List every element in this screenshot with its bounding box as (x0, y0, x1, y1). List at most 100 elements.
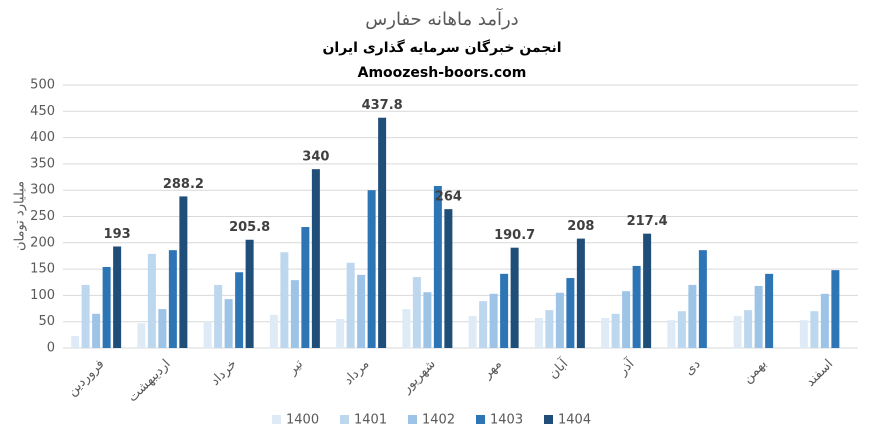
y-tick-label: 250 (30, 209, 55, 224)
bar (534, 318, 543, 348)
x-tick-label: آذر (614, 354, 639, 379)
x-tick-label: آبان (544, 354, 572, 382)
chart-source: Amoozesh-boors.com (358, 65, 527, 81)
bar (81, 284, 90, 348)
bar (643, 233, 652, 348)
legend-swatch (340, 415, 349, 424)
data-label: 217.4 (627, 214, 668, 229)
bar (92, 313, 101, 348)
bar (280, 252, 289, 348)
bar (179, 196, 188, 348)
y-tick-label: 350 (30, 156, 55, 171)
legend-swatch (272, 415, 281, 424)
bar (203, 321, 212, 348)
bar (555, 292, 564, 348)
bar (311, 169, 320, 348)
bar (576, 238, 585, 348)
y-tick-label: 500 (30, 78, 55, 93)
data-label: 208 (567, 219, 594, 234)
bar (468, 315, 477, 348)
y-tick-label: 150 (30, 262, 55, 277)
bar (378, 117, 387, 349)
x-tick-label: بهمن (740, 357, 770, 387)
bar (71, 335, 80, 348)
bar (677, 311, 686, 348)
legend-swatch (544, 415, 553, 424)
bar (765, 273, 774, 348)
bar (500, 273, 509, 348)
bar (489, 293, 498, 348)
bar (357, 274, 366, 348)
y-tick-label: 450 (30, 104, 55, 119)
bar (102, 266, 111, 348)
bar (147, 253, 156, 348)
bar (566, 278, 575, 348)
bar (632, 265, 641, 348)
x-tick-label: فروردین (65, 357, 108, 400)
bar (611, 313, 620, 348)
bar (336, 319, 345, 348)
x-tick-label: اسفند (803, 357, 836, 390)
chart-subtitle: انجمن خبرگان سرمایه گذاری ایران (322, 39, 561, 56)
x-tick-label: خرداد (208, 357, 240, 389)
y-tick-label: 0 (47, 341, 55, 356)
bar (346, 262, 355, 348)
data-label: 205.8 (229, 220, 270, 235)
x-tick-label: دی (682, 357, 704, 379)
bar (214, 284, 223, 348)
data-label: 264 (435, 190, 462, 205)
bar (545, 310, 554, 348)
x-tick-label: شهریور (399, 357, 439, 397)
legend-label: 1401 (354, 413, 387, 428)
bar (402, 309, 411, 348)
bar (810, 311, 819, 348)
bar (601, 318, 610, 348)
y-tick-label: 300 (30, 183, 55, 198)
bar (667, 320, 676, 348)
y-tick-label: 100 (30, 288, 55, 303)
bar (235, 272, 244, 348)
bar (510, 247, 519, 348)
legend-label: 1404 (558, 413, 591, 428)
bar (820, 293, 829, 348)
bar (224, 299, 233, 348)
bar (479, 301, 488, 348)
bar (113, 246, 122, 348)
bar (290, 280, 299, 348)
y-tick-label: 50 (38, 314, 55, 329)
y-tick-label: 400 (30, 130, 55, 145)
x-tick-label: مهر (479, 357, 505, 383)
legend-swatch (476, 415, 485, 424)
bar (688, 284, 697, 348)
bar (245, 239, 254, 348)
data-label: 340 (302, 150, 329, 165)
data-label: 193 (104, 227, 131, 242)
legend-label: 1403 (490, 413, 523, 428)
x-tick-label: مرداد (341, 357, 372, 388)
y-tick-label: 200 (30, 235, 55, 250)
x-tick-label: تیر (284, 356, 306, 378)
x-tick-label: اردیبهشت (125, 357, 173, 405)
legend-label: 1400 (286, 413, 319, 428)
data-label: 190.7 (494, 228, 535, 243)
bar (158, 309, 167, 348)
bar (744, 310, 753, 348)
bar (733, 315, 742, 348)
bar (754, 285, 763, 348)
bar (698, 250, 707, 348)
bar (831, 270, 840, 348)
chart-title: درآمد ماهانه حفارس (365, 7, 518, 30)
bar (433, 185, 442, 348)
bar (301, 227, 310, 348)
bar (269, 314, 278, 348)
bar (444, 209, 453, 348)
bar (367, 190, 376, 348)
y-axis-title: میلیارد تومان (13, 181, 28, 251)
bar (799, 320, 808, 348)
legend-label: 1402 (422, 413, 455, 428)
data-label: 288.2 (163, 177, 204, 192)
legend-swatch (408, 415, 417, 424)
bar (622, 291, 631, 348)
data-label: 437.8 (362, 98, 403, 113)
bar (168, 250, 177, 348)
